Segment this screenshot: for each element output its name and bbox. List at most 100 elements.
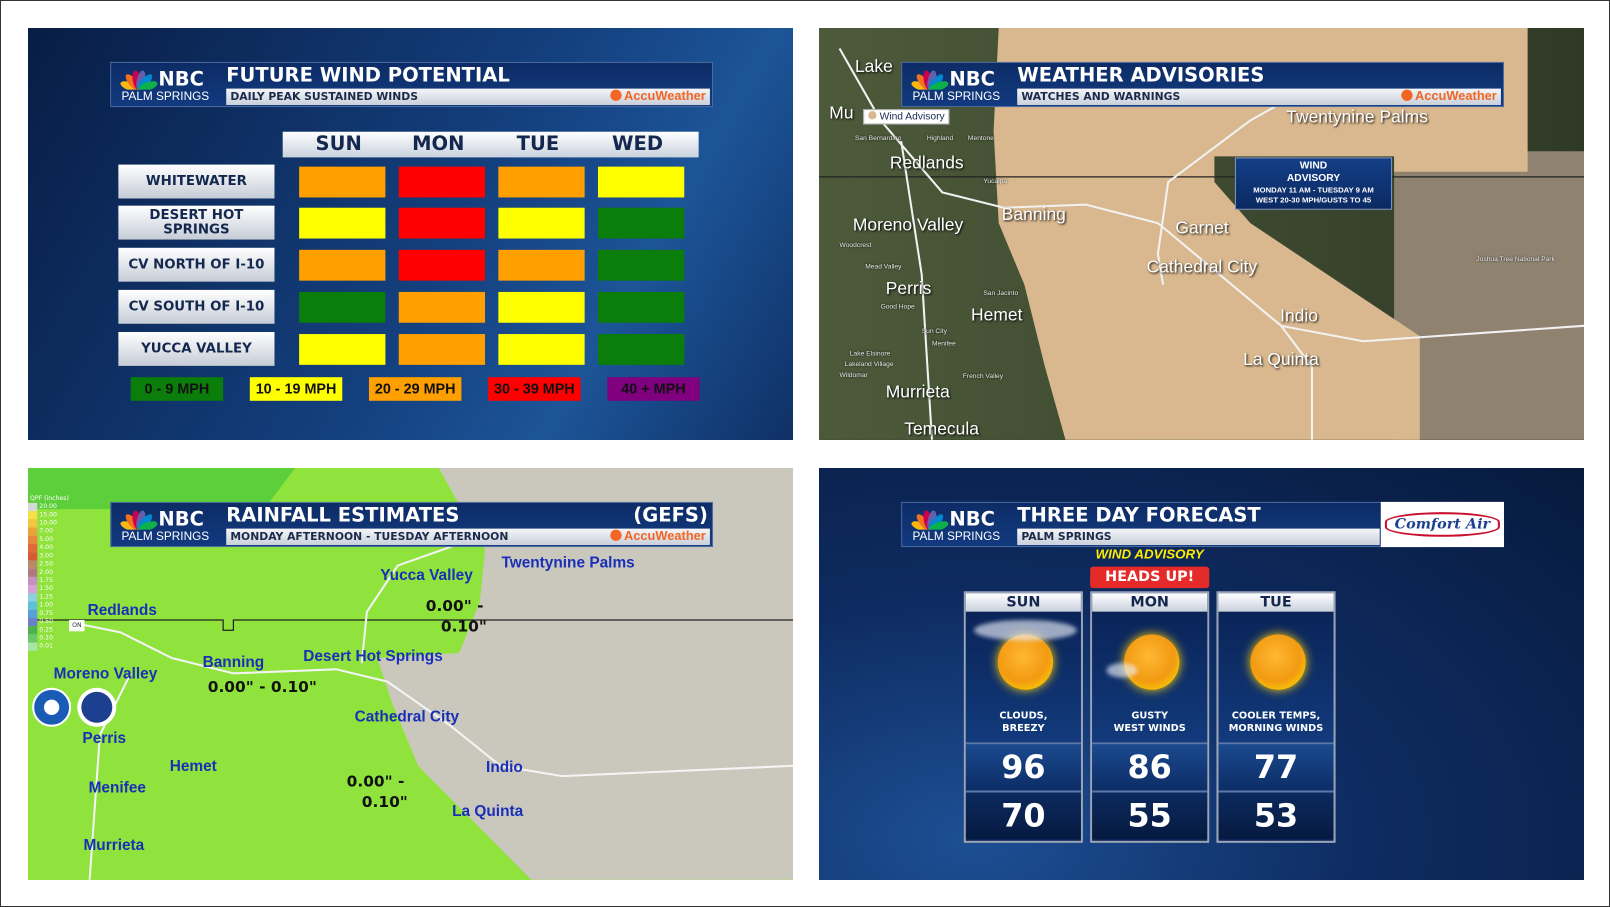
city-label: Cathedral City [1146, 257, 1258, 277]
qpf-swatch [28, 634, 38, 643]
city-label: Mu [829, 102, 854, 123]
legend-item: 30 - 39 MPH [488, 377, 581, 401]
city-label: La Quinta [1243, 349, 1319, 369]
qpf-swatch [28, 593, 38, 602]
accuweather-sun-icon [610, 529, 622, 541]
rainfall-estimates-panel: QPF (inches) 20.00 15.00 10.00 7.00 5.00 4.00… [28, 468, 793, 880]
rain-0-10-area [28, 468, 296, 510]
city-label: Desert Hot Springs [303, 647, 443, 666]
qpf-swatch [28, 585, 38, 594]
forecast-header: NBC PALM SPRINGS THREE DAY FORECAST PALM… [901, 501, 1505, 548]
state-tag: ON [69, 619, 85, 632]
accuweather-logo: AccuWeather [610, 529, 706, 543]
small-place-label: Joshua Tree National Park [1476, 255, 1555, 264]
small-place-label: Menifee [931, 340, 956, 348]
legend-item: 20 - 29 MPH [368, 377, 462, 401]
qpf-swatch [28, 519, 38, 528]
location-label: YUCCA VALLEY [118, 331, 275, 366]
qpf-legend-row: 0.50 [28, 617, 69, 627]
low-temp: 53 [1218, 790, 1334, 839]
sun-wind-icon [1124, 634, 1180, 690]
condition-area: CLOUDS, BREEZY [965, 611, 1081, 743]
qpf-scale: 20.00 15.00 10.00 7.00 5.00 4.00 3.00 2.50 2.00 1… [28, 502, 69, 651]
qpf-legend-row: 20.00 [28, 502, 69, 512]
day-header: TUE [516, 132, 560, 156]
panel-subtitle: MONDAY AFTERNOON - TUESDAY AFTERNOON Accu… [226, 528, 710, 546]
day-header: MON [412, 132, 465, 156]
wind-header: NBC PALM SPRINGS FUTURE WIND POTENTIAL D… [110, 61, 714, 108]
small-place-label: Lakeland Village [844, 360, 894, 368]
panel-subtitle: WATCHES AND WARNINGS AccuWeather [1017, 88, 1501, 106]
city-label: Redlands [87, 601, 157, 619]
low-temp: 70 [965, 790, 1081, 839]
rain-amount-north: 0.00" -0.10" [422, 595, 487, 636]
subtitle-text: MONDAY AFTERNOON - TUESDAY AFTERNOON [230, 530, 509, 543]
wind-advisory-legend-chip: Wind Advisory [863, 109, 950, 125]
city-label: Hemet [970, 305, 1023, 325]
qpf-value: 10.00 [39, 519, 57, 527]
qpf-swatch [28, 626, 38, 635]
city-label: Indio [486, 758, 523, 777]
location-label: CV SOUTH OF I-10 [118, 289, 275, 324]
city-label: Temecula [904, 419, 979, 439]
qpf-legend-row: 0.25 [28, 626, 69, 635]
high-temp: 86 [1092, 742, 1208, 791]
condition-line: COOLER TEMPS, [1231, 710, 1321, 722]
small-place-label: Wildomar [839, 372, 868, 380]
peacock-icon [120, 70, 158, 90]
noaa-logo [32, 687, 72, 727]
qpf-legend-row: 15.00 [28, 511, 69, 520]
wind-cell-30-39 [398, 166, 486, 198]
highways [838, 48, 1584, 440]
qpf-legend-row: 1.50 [28, 585, 69, 594]
city-label: Twentynine Palms [501, 554, 635, 572]
peacock-icon [911, 510, 949, 530]
sun-icon [1250, 634, 1306, 690]
nbc-wordmark: NBC [158, 68, 204, 91]
panel-subtitle: DAILY PEAK SUSTAINED WINDS AccuWeather [226, 88, 710, 106]
desert-terrain [1394, 151, 1584, 440]
qpf-swatch [28, 576, 38, 586]
condition-area: COOLER TEMPS, MORNING WINDS [1218, 611, 1334, 743]
accuweather-logo: AccuWeather [610, 89, 706, 103]
qpf-legend-row: 1.00 [28, 601, 69, 610]
condition-text: COOLER TEMPS, MORNING WINDS [1219, 710, 1334, 735]
panel-title: THREE DAY FORECAST [1017, 503, 1261, 527]
panel-title: RAINFALL ESTIMATES [226, 503, 460, 527]
qpf-value: 2.00 [39, 568, 54, 576]
panel-subtitle: PALM SPRINGS [1017, 528, 1380, 546]
qpf-value: 0.25 [39, 626, 54, 634]
qpf-value: 0.75 [39, 609, 54, 617]
qpf-swatch [28, 601, 38, 610]
location-label: CV NORTH OF I-10 [118, 247, 275, 282]
qpf-value: 0.50 [39, 617, 54, 626]
advisories-header: NBC PALM SPRINGS WEATHER ADVISORIES WATC… [901, 61, 1505, 108]
cloud-icon [1106, 663, 1138, 678]
partner-name: AccuWeather [1414, 88, 1497, 103]
small-place-label: Mentone [967, 134, 994, 142]
qpf-value: 5.00 [39, 535, 54, 543]
high-temp: 96 [965, 742, 1081, 791]
wind-cell-20-29 [299, 166, 386, 198]
accuweather-sun-icon [610, 89, 622, 101]
small-place-label: Lake Elsinore [849, 350, 891, 358]
city-label: Moreno Valley [852, 214, 964, 235]
qpf-swatch [28, 560, 38, 569]
cloud-icon [974, 619, 1077, 641]
qpf-value: 1.00 [39, 601, 54, 609]
subtitle-text: DAILY PEAK SUSTAINED WINDS [230, 90, 419, 103]
city-label: Perris [82, 729, 127, 748]
rain-amount-line: 0.00" - [425, 596, 484, 615]
city-label: Hemet [169, 757, 217, 776]
station-name: PALM SPRINGS [912, 530, 1001, 543]
small-place-label: Yucaipa [983, 177, 1008, 186]
small-place-label: French Valley [962, 373, 1004, 381]
forecast-column-sun: SUN CLOUDS, BREEZY 96 70 [963, 591, 1083, 843]
small-place-label: San Bernardino [854, 134, 902, 142]
station-name: PALM SPRINGS [121, 90, 210, 103]
city-label: Menifee [88, 779, 146, 797]
qpf-legend-title: QPF (inches) [30, 494, 69, 502]
city-label: Murrieta [885, 382, 950, 402]
nws-logo [77, 687, 117, 727]
condition-text: CLOUDS, BREEZY [966, 710, 1081, 735]
